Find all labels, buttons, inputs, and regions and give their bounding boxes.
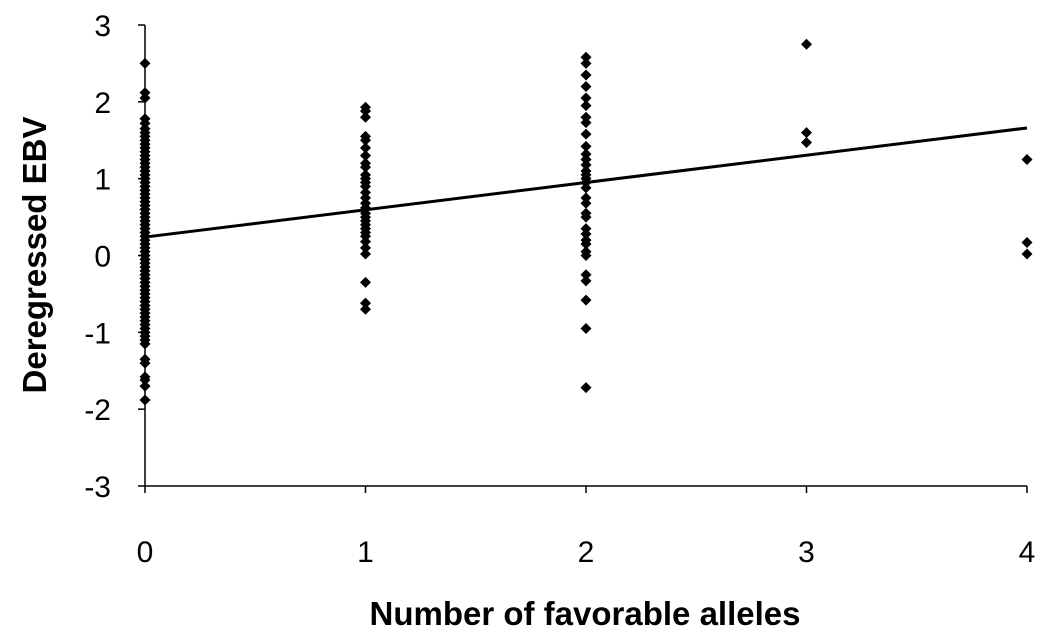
x-tick-label: 4 (1019, 536, 1036, 569)
data-point (580, 382, 592, 394)
y-tick-label: 1 (94, 164, 111, 197)
x-tick-label: 2 (578, 536, 595, 569)
data-point (1021, 236, 1033, 248)
data-point (360, 111, 371, 123)
data-point (1021, 248, 1033, 260)
y-tick-label: 2 (94, 87, 111, 120)
data-point (580, 211, 592, 223)
data-point (580, 275, 592, 287)
data-point (360, 180, 371, 192)
y-tick-label: 3 (94, 10, 111, 43)
data-point (1021, 153, 1033, 165)
data-point (580, 51, 592, 63)
y-tick-label: 0 (94, 241, 111, 274)
data-point (580, 159, 592, 171)
data-point (580, 100, 592, 112)
data-point (360, 276, 371, 288)
y-tick-label: -2 (84, 394, 111, 427)
data-point (139, 394, 151, 406)
axes (138, 24, 1028, 493)
data-point (580, 322, 592, 334)
data-point (580, 250, 592, 261)
data-point (580, 117, 592, 129)
data-point (580, 80, 592, 92)
trendline (144, 126, 1028, 239)
tick-labels: -3 -2 -1 0 1 2 3 0 1 2 3 4 (84, 10, 1035, 569)
data-point (580, 294, 592, 306)
data-point (801, 137, 812, 149)
data-point (801, 127, 812, 139)
data-point (580, 269, 592, 281)
x-axis-title: Number of favorable alleles (370, 595, 801, 632)
data-point (139, 374, 151, 386)
data-point (580, 92, 592, 104)
data-point (139, 92, 151, 104)
trendline-group (144, 126, 1028, 239)
data-point (360, 248, 371, 260)
data-point (580, 57, 592, 69)
x-tick-label: 1 (357, 536, 374, 569)
data-point (580, 128, 592, 140)
data-point (360, 150, 371, 162)
data-points (139, 38, 1033, 406)
data-point (360, 242, 371, 254)
data-point (360, 236, 371, 248)
data-point (139, 57, 151, 69)
data-point (580, 69, 592, 81)
data-point (139, 380, 151, 392)
data-point (360, 297, 371, 309)
data-point (360, 161, 371, 173)
data-point (360, 303, 371, 315)
data-point (139, 357, 151, 369)
data-point (580, 228, 592, 240)
data-point (139, 338, 151, 350)
data-point (360, 134, 371, 146)
x-tick-label: 0 (137, 536, 154, 569)
data-point (360, 142, 371, 154)
x-tick-label: 3 (798, 536, 815, 569)
data-point (360, 105, 371, 117)
data-point (580, 182, 592, 194)
data-point (580, 238, 592, 250)
y-axis-title: Deregressed EBV (16, 117, 53, 394)
data-point (801, 38, 812, 50)
data-point (580, 140, 592, 152)
y-tick-label: -1 (84, 317, 111, 350)
data-point (580, 197, 592, 209)
y-tick-label: -3 (84, 471, 111, 504)
